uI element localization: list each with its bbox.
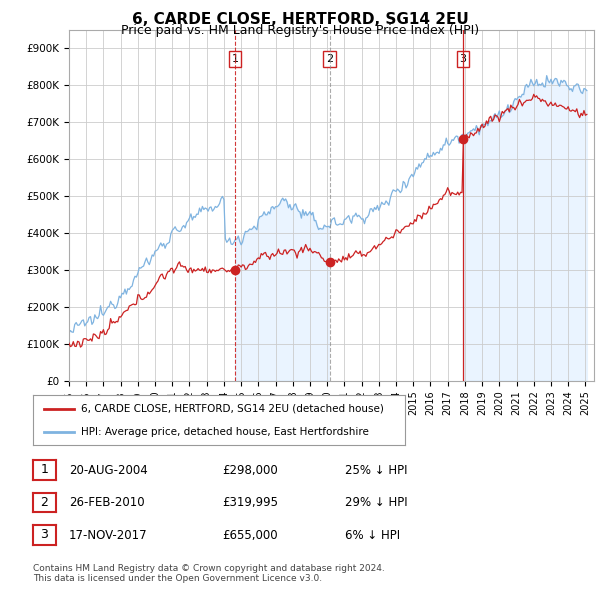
Text: 2: 2 xyxy=(40,496,49,509)
Text: Price paid vs. HM Land Registry's House Price Index (HPI): Price paid vs. HM Land Registry's House … xyxy=(121,24,479,37)
Text: £298,000: £298,000 xyxy=(222,464,278,477)
Text: 6, CARDE CLOSE, HERTFORD, SG14 2EU (detached house): 6, CARDE CLOSE, HERTFORD, SG14 2EU (deta… xyxy=(82,404,384,414)
Text: 20-AUG-2004: 20-AUG-2004 xyxy=(69,464,148,477)
Text: £655,000: £655,000 xyxy=(222,529,278,542)
Text: 26-FEB-2010: 26-FEB-2010 xyxy=(69,496,145,509)
Text: 2: 2 xyxy=(326,54,334,64)
Text: 3: 3 xyxy=(460,54,466,64)
Text: 17-NOV-2017: 17-NOV-2017 xyxy=(69,529,148,542)
Text: 1: 1 xyxy=(232,54,238,64)
Text: 25% ↓ HPI: 25% ↓ HPI xyxy=(345,464,407,477)
Text: 29% ↓ HPI: 29% ↓ HPI xyxy=(345,496,407,509)
Text: 3: 3 xyxy=(40,528,49,542)
Text: Contains HM Land Registry data © Crown copyright and database right 2024.
This d: Contains HM Land Registry data © Crown c… xyxy=(33,563,385,583)
Text: 6% ↓ HPI: 6% ↓ HPI xyxy=(345,529,400,542)
Text: 6, CARDE CLOSE, HERTFORD, SG14 2EU: 6, CARDE CLOSE, HERTFORD, SG14 2EU xyxy=(131,12,469,27)
Text: 1: 1 xyxy=(40,463,49,477)
Text: HPI: Average price, detached house, East Hertfordshire: HPI: Average price, detached house, East… xyxy=(82,427,369,437)
Text: £319,995: £319,995 xyxy=(222,496,278,509)
